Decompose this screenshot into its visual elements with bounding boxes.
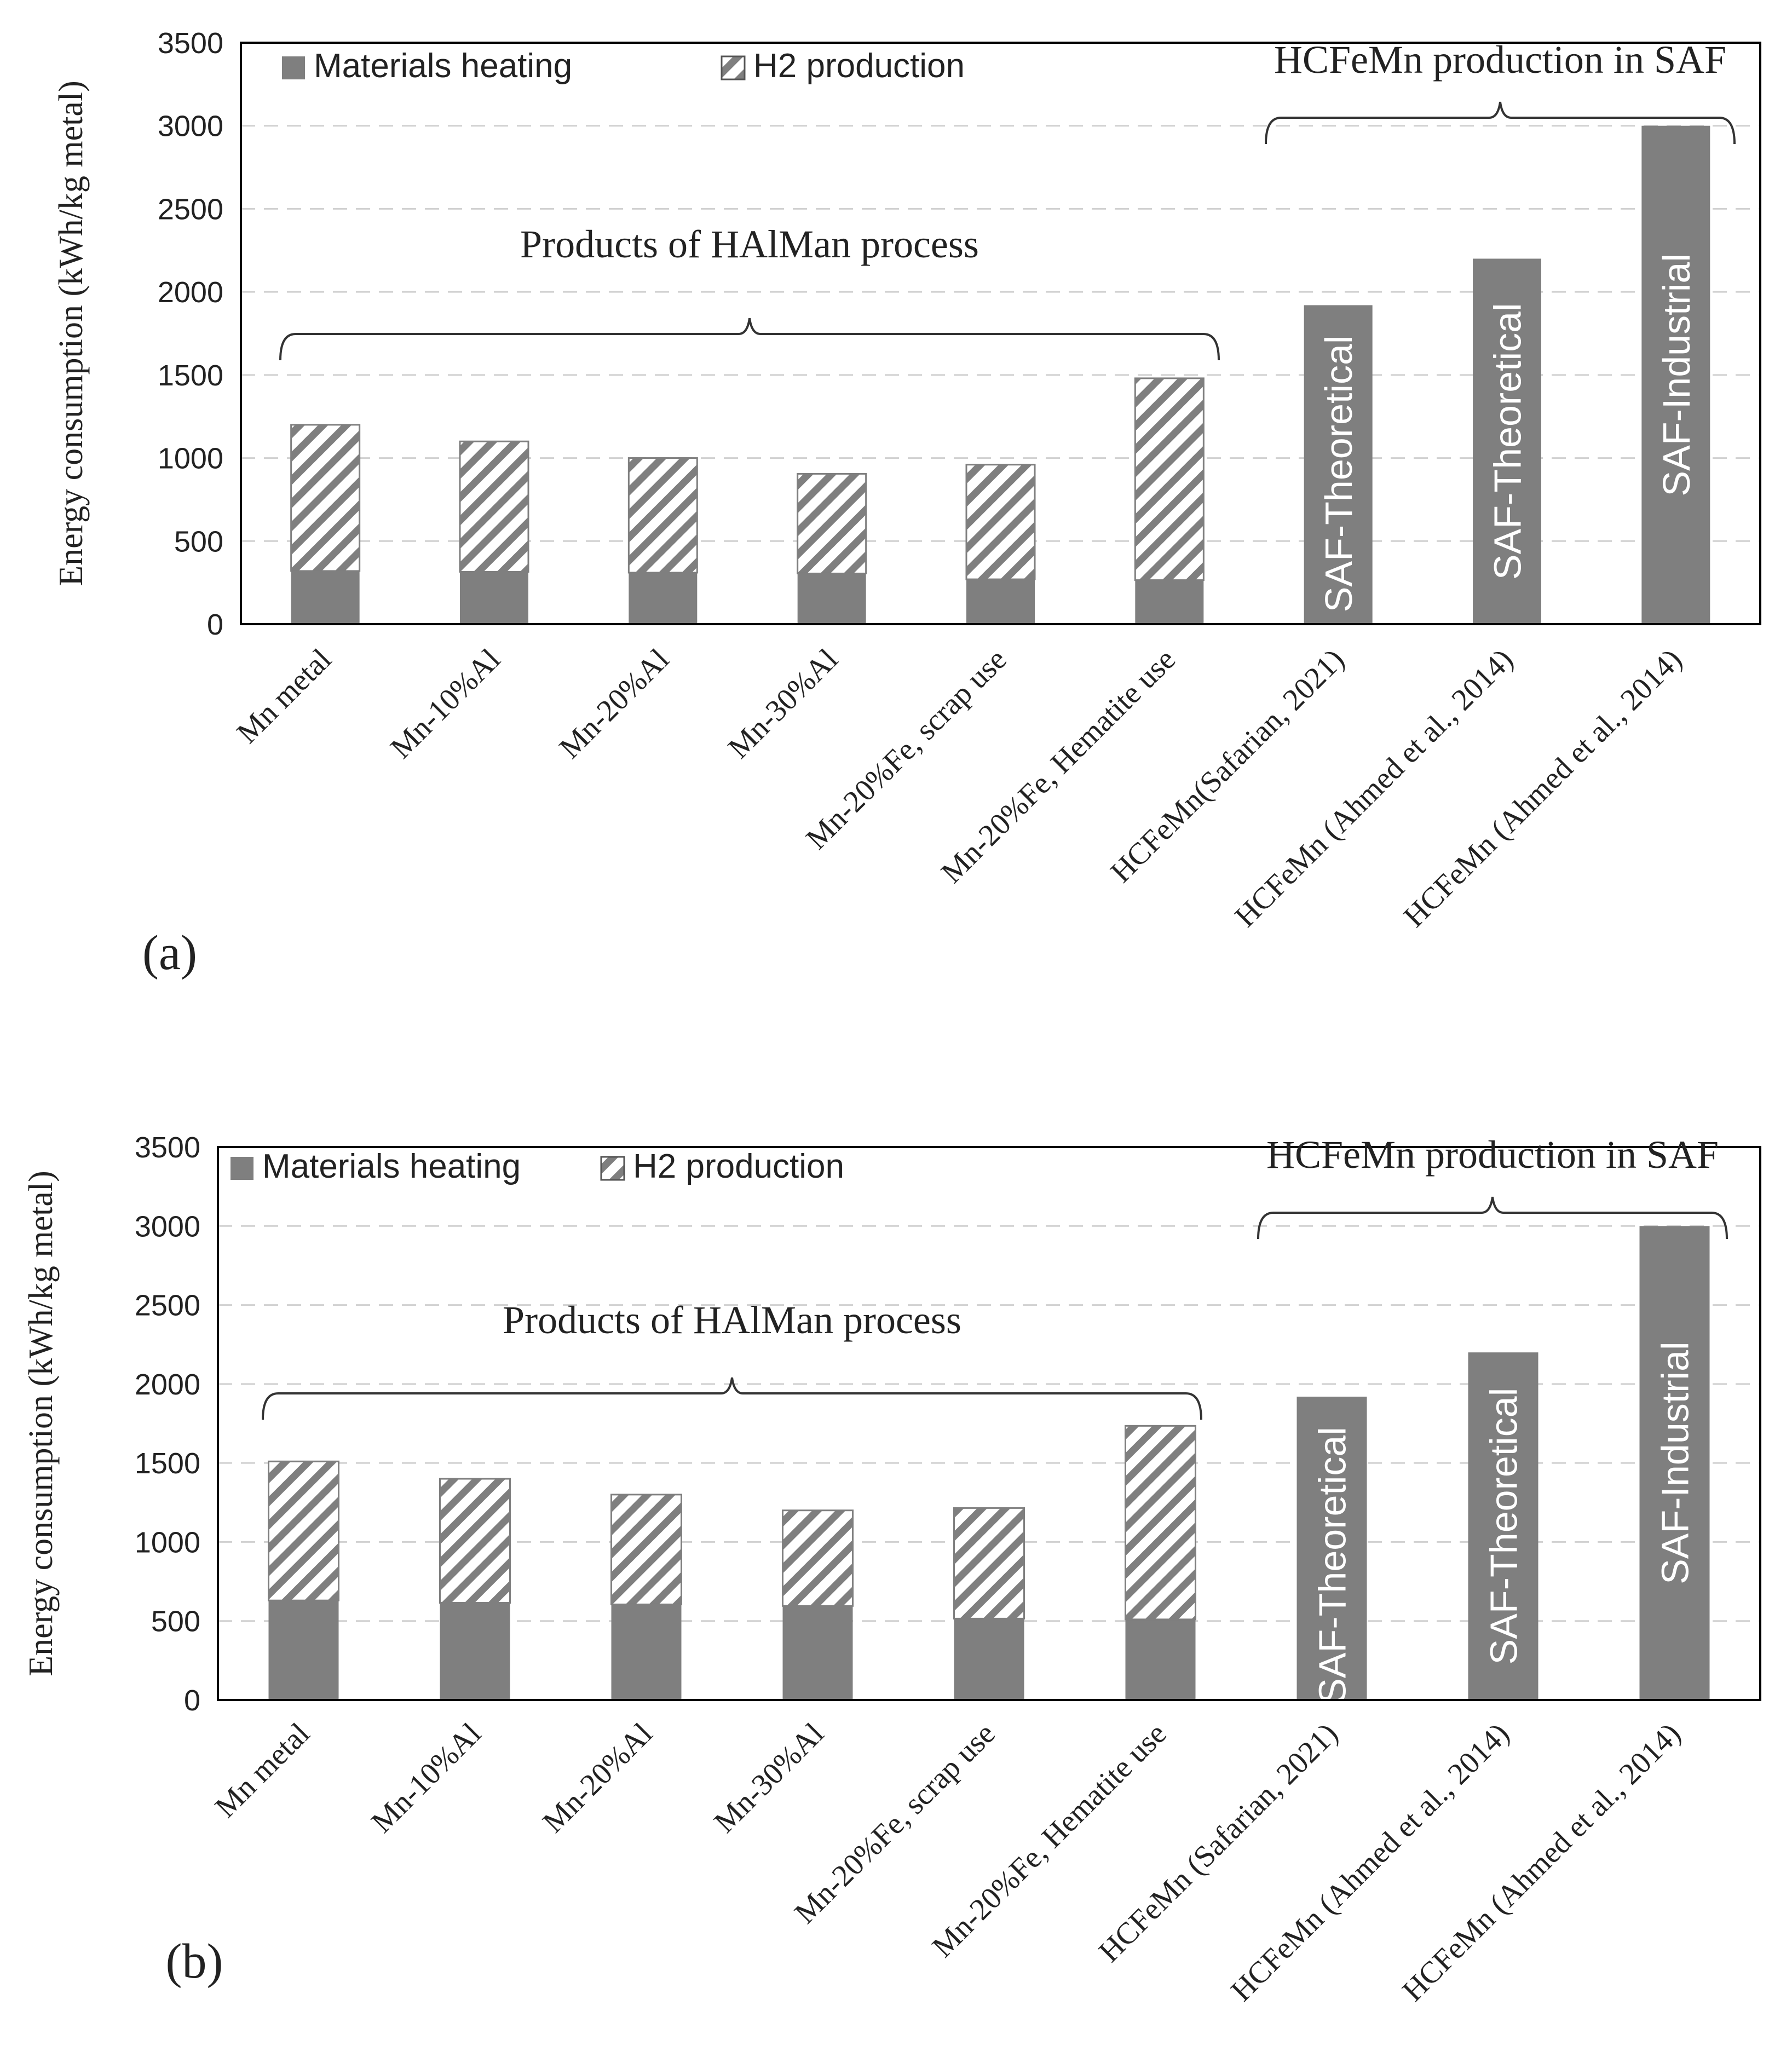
bar-h2-production bbox=[268, 1460, 339, 1601]
group-brace bbox=[279, 318, 1220, 361]
group-brace bbox=[1257, 1196, 1728, 1240]
x-tick-label: HCFeMn (Ahmed et al., 2014) bbox=[1397, 642, 1689, 933]
y-tick-label: 3000 bbox=[158, 110, 223, 143]
bar-materials-heating bbox=[782, 1606, 853, 1700]
group-annotation: HCFeMn production in SAF bbox=[1274, 38, 1726, 82]
y-tick-label: 3500 bbox=[158, 27, 223, 60]
group-brace bbox=[262, 1377, 1202, 1420]
x-tick-label: HCFeMn (Ahmed et al., 2014) bbox=[1225, 1716, 1516, 2008]
bar-materials-heating bbox=[1473, 258, 1541, 624]
x-tick-label: Mn-10%Al bbox=[365, 1716, 487, 1839]
bar-materials-heating bbox=[1639, 1226, 1710, 1700]
x-tick-label: HCFeMn (Ahmed et al., 2014) bbox=[1396, 1716, 1687, 2008]
bar-h2-production bbox=[627, 457, 698, 574]
bar-materials-heating bbox=[1135, 580, 1204, 624]
bar-inner-label: SAF-Theoretical bbox=[1483, 1388, 1525, 1665]
y-axis-title: Energy consumption (kWh/kg metal) bbox=[22, 1171, 60, 1676]
legend-swatch-solid bbox=[282, 56, 305, 79]
group-brace bbox=[1265, 101, 1736, 145]
y-tick-label: 2000 bbox=[135, 1368, 200, 1401]
bar-materials-heating bbox=[966, 579, 1035, 624]
panel-label: (a) bbox=[142, 926, 197, 980]
legend-label: H2 production bbox=[633, 1148, 844, 1185]
bar-h2-production bbox=[797, 472, 867, 574]
bar-materials-heating bbox=[1468, 1352, 1539, 1700]
legend-swatch-hatched bbox=[600, 1156, 625, 1181]
legend-swatch-solid bbox=[231, 1157, 253, 1180]
bar-inner-label: SAF-Theoretical bbox=[1311, 1427, 1354, 1704]
x-tick-label: Mn-10%Al bbox=[384, 642, 506, 765]
bar-materials-heating bbox=[1297, 1396, 1367, 1700]
x-tick-label: Mn-20%Al bbox=[536, 1716, 659, 1839]
bar-h2-production bbox=[965, 464, 1036, 580]
y-tick-label: 1000 bbox=[158, 442, 223, 475]
x-tick-label: Mn-30%Al bbox=[707, 1716, 830, 1839]
bar-materials-heating bbox=[1304, 305, 1373, 624]
bar-h2-production bbox=[459, 440, 529, 573]
bar-h2-production bbox=[1125, 1425, 1196, 1621]
y-tick-label: 0 bbox=[184, 1684, 200, 1717]
chart-panel-b: 0 500 1000 1500 2000 2500 3000 3500 SAF-Theoreti… bbox=[22, 1131, 1761, 2008]
bar-h2-production bbox=[439, 1478, 511, 1604]
bar-materials-heating bbox=[460, 572, 528, 624]
x-tick-label: Mn-20%Al bbox=[553, 642, 676, 765]
y-tick-label: 2000 bbox=[158, 276, 223, 309]
x-tick-label: Mn-30%Al bbox=[722, 642, 844, 765]
bar-materials-heating bbox=[611, 1604, 682, 1700]
group-annotation: HCFeMn production in SAF bbox=[1266, 1133, 1719, 1177]
x-tick-label: HCFeMn (Ahmed et al., 2014) bbox=[1229, 642, 1520, 933]
bar-h2-production bbox=[782, 1509, 854, 1607]
y-tick-label: 0 bbox=[207, 608, 223, 641]
bar-materials-heating bbox=[954, 1618, 1024, 1700]
y-tick-label: 3500 bbox=[135, 1131, 200, 1164]
legend-label: Materials heating bbox=[314, 47, 572, 85]
legend-swatch-hatched bbox=[721, 55, 746, 80]
panel-label: (b) bbox=[166, 1934, 223, 1989]
bar-inner-label: SAF-Theoretical bbox=[1486, 303, 1529, 580]
y-tick-label: 1500 bbox=[158, 359, 223, 392]
y-axis-title: Energy consumption (kWh/kg metal) bbox=[53, 80, 90, 586]
plot-frame bbox=[240, 42, 1761, 625]
bar-materials-heating bbox=[291, 570, 360, 624]
y-tick-label: 2500 bbox=[135, 1289, 200, 1322]
group-annotation: Products of HAlMan process bbox=[503, 1298, 961, 1342]
bar-materials-heating bbox=[268, 1600, 339, 1700]
bar-materials-heating bbox=[629, 572, 698, 624]
y-tick-label: 1500 bbox=[135, 1447, 200, 1480]
y-tick-label: 2500 bbox=[158, 193, 223, 226]
bar-inner-label: SAF-Industrial bbox=[1654, 1341, 1697, 1584]
y-tick-label: 500 bbox=[151, 1605, 200, 1638]
bar-materials-heating bbox=[440, 1603, 510, 1700]
x-tick-label: Mn metal bbox=[231, 642, 338, 750]
group-annotation: Products of HAlMan process bbox=[520, 222, 979, 266]
legend-label: H2 production bbox=[753, 47, 965, 85]
y-tick-label: 3000 bbox=[135, 1210, 200, 1243]
bar-h2-production bbox=[1134, 377, 1205, 581]
legend-label: Materials heating bbox=[262, 1148, 521, 1185]
y-tick-label: 500 bbox=[174, 525, 223, 558]
chart-panel-a: 0 500 1000 1500 2000 2500 3000 3500 SAF-Theoreti… bbox=[53, 27, 1761, 980]
plot-frame bbox=[217, 1146, 1761, 1701]
bar-inner-label: SAF-Theoretical bbox=[1317, 336, 1360, 613]
bar-materials-heating bbox=[1641, 125, 1710, 624]
y-tick-label: 1000 bbox=[135, 1526, 200, 1559]
bar-materials-heating bbox=[797, 573, 866, 624]
bar-inner-label: SAF-Industrial bbox=[1655, 253, 1698, 496]
bar-h2-production bbox=[290, 424, 361, 572]
bar-materials-heating bbox=[1125, 1619, 1196, 1700]
x-tick-label: Mn metal bbox=[209, 1716, 316, 1824]
bar-h2-production bbox=[953, 1507, 1025, 1620]
bar-h2-production bbox=[610, 1494, 682, 1605]
